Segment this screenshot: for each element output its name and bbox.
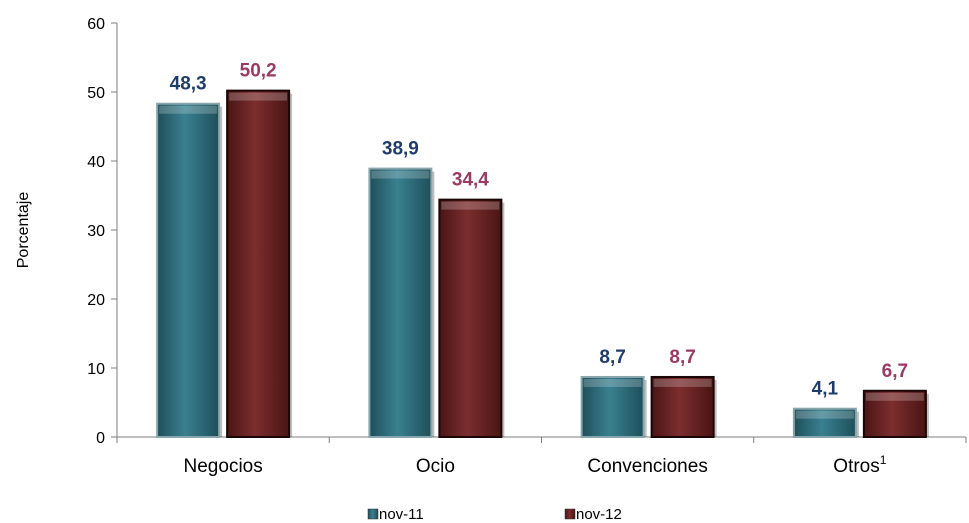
legend-label-nov-12: nov-12	[576, 506, 622, 523]
data-label: 4,1	[812, 379, 839, 400]
data-label: 8,7	[669, 347, 695, 368]
y-tick-label: 0	[96, 430, 105, 447]
data-label: 50,2	[240, 61, 277, 82]
bar-nov-11-ocio	[368, 167, 433, 438]
bar-bevel	[795, 410, 854, 419]
bar-nov-12-negocios	[226, 89, 291, 439]
bar-bevel	[159, 105, 218, 114]
category-label: Negocios	[184, 456, 263, 477]
data-labels: 48,3 38,9 8,7 4,1 50,2 34,4 8,7 6,7	[170, 61, 908, 400]
bar-bevel	[865, 392, 924, 401]
bar-nov-11-negocios	[156, 102, 221, 438]
y-tick-label: 50	[87, 85, 105, 102]
x-axis: Negocios Ocio Convenciones Otros1	[116, 436, 967, 477]
category-label: Convenciones	[587, 456, 707, 477]
y-tick-label: 40	[87, 154, 105, 171]
bar-bevel	[229, 92, 288, 101]
category-label: Ocio	[416, 456, 455, 477]
bar-bevel	[583, 378, 642, 387]
y-tick-label: 60	[87, 16, 105, 33]
legend-label-nov-11: nov-11	[379, 506, 424, 523]
bar-bevel	[653, 378, 712, 387]
legend-swatch-nov-11	[367, 508, 379, 520]
y-axis: 0 10 20 30 40 50 60	[87, 16, 118, 447]
bar-nov-12-otros	[862, 389, 927, 438]
bars	[156, 89, 929, 439]
bar-bevel	[441, 201, 500, 210]
bar-nov-11-otros	[792, 407, 857, 438]
legend-swatch-nov-12	[564, 508, 576, 520]
data-label: 38,9	[382, 139, 419, 160]
y-tick-label: 10	[87, 361, 105, 378]
data-label: 34,4	[452, 170, 489, 191]
bar-nov-12-convenciones	[650, 375, 715, 438]
data-label: 6,7	[882, 361, 908, 382]
y-tick-label: 30	[87, 223, 105, 240]
data-label: 48,3	[170, 74, 207, 95]
bar-bevel	[371, 170, 430, 179]
category-label: Otros1	[833, 453, 886, 477]
y-tick-label: 20	[87, 292, 105, 309]
bar-nov-12-ocio	[438, 198, 503, 438]
y-axis-title: Porcentaje	[15, 192, 32, 269]
legend: nov-11 nov-12	[367, 506, 622, 523]
data-label: 8,7	[599, 347, 625, 368]
bar-nov-11-convenciones	[580, 375, 645, 438]
category-superscript: 1	[880, 453, 887, 467]
